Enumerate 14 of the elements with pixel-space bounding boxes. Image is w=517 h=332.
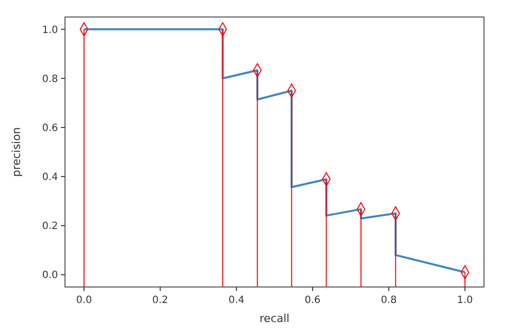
x-tick-label: 0.6 [304,295,321,306]
y-tick-label: 1.0 [42,24,58,36]
y-axis-title: precision [10,127,23,177]
x-tick-label: 0.8 [380,295,397,306]
x-tick-label: 1.0 [457,295,473,306]
x-axis-title: recall [260,312,290,325]
y-tick-label: 0.0 [42,270,58,282]
y-tick-label: 0.4 [42,172,58,184]
x-tick-label: 0.0 [76,295,92,306]
y-tick-label: 0.2 [42,221,58,232]
y-tick-label: 0.8 [42,74,58,85]
x-tick-label: 0.2 [152,295,168,306]
y-tick-label: 0.6 [42,122,58,134]
x-tick-label: 0.4 [228,295,244,306]
